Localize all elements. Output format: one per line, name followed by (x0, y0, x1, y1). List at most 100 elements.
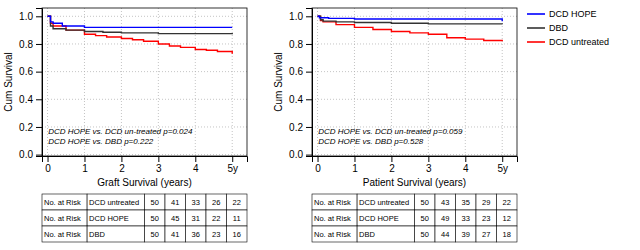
tick-label: 1 (82, 163, 88, 174)
annotation: DCD HOPE vs. DCD un-treated p=0.024DCD H… (48, 127, 193, 146)
table-text: No. at Risk (44, 198, 81, 207)
annotation-line: DCD HOPE vs. DCD un-treated p=0.059 (318, 127, 463, 136)
grid-line (42, 71, 247, 72)
tick-label: 0 (45, 163, 51, 174)
tick-label: 5y (497, 163, 508, 174)
table-text: 26 (212, 198, 220, 207)
x-tick: 3 (426, 156, 432, 174)
table-cell (415, 226, 436, 242)
table-text: 23 (482, 214, 490, 223)
table-text: DCD untreated (89, 198, 139, 207)
table-cell (476, 226, 497, 242)
tick-label: 0.0 (289, 149, 303, 160)
tick-label: 1 (352, 163, 358, 174)
x-tick: 5y (227, 156, 238, 174)
survival-curve (318, 16, 503, 21)
grid-line (42, 16, 247, 17)
table-text: No. at Risk (314, 198, 351, 207)
y-tick: 0.6 (289, 66, 312, 77)
table-cell (42, 226, 87, 242)
panel: 012345y0.00.20.40.60.81.0Graft Survival … (3, 8, 248, 188)
annotation-line: DCD HOPE vs. DBD p=0.528 (318, 137, 424, 146)
tick-mark (318, 156, 319, 162)
table-text: 44 (441, 230, 449, 239)
table-cell (312, 194, 357, 210)
annotation-line: DCD HOPE vs. DBD p=0.222 (48, 137, 154, 146)
legend-label: DCD HOPE (549, 9, 597, 19)
table-cell (456, 226, 477, 242)
table-text: 45 (171, 214, 179, 223)
table-cell (145, 226, 166, 242)
table-text: 18 (503, 230, 511, 239)
tick-mark (306, 44, 312, 45)
legend-swatch (527, 13, 545, 15)
table-cell (42, 210, 87, 226)
y-tick: 0.2 (19, 122, 42, 133)
tick-label: 1.0 (289, 11, 303, 22)
grid-line (465, 8, 466, 156)
table-cell (476, 194, 497, 210)
table-cell (456, 210, 477, 226)
table-cell (206, 210, 227, 226)
grid (42, 8, 247, 156)
y-axis: 0.00.20.40.60.81.0 (19, 9, 42, 161)
table-text: 50 (421, 198, 429, 207)
y-tick: 0.8 (19, 39, 42, 50)
table-cell (415, 194, 436, 210)
table-text: 41 (171, 198, 179, 207)
table-text: 31 (192, 214, 200, 223)
table-text: 50 (421, 230, 429, 239)
table-text: 50 (151, 198, 159, 207)
table-text: 27 (482, 230, 490, 239)
tick-mark (391, 156, 392, 162)
table-text: 43 (441, 198, 449, 207)
axis-domain (306, 9, 313, 157)
table-cell (87, 194, 144, 210)
table-text: 39 (462, 230, 470, 239)
tick-mark (195, 156, 196, 162)
survival-curve (48, 16, 233, 34)
x-tick: 4 (193, 156, 199, 174)
tick-mark (121, 156, 122, 162)
table-text: No. at Risk (314, 230, 351, 239)
legend-item: DCD untreated (527, 37, 609, 47)
tick-label: 5y (227, 163, 238, 174)
plot-frame (42, 8, 247, 156)
tick-label: 4 (193, 163, 199, 174)
tick-mark (36, 16, 42, 17)
y-axis-title: Cum Survival (273, 52, 284, 111)
y-tick: 1.0 (289, 11, 312, 22)
tick-mark (306, 155, 312, 156)
y-axis-title: Cum Survival (3, 52, 14, 111)
table-text: 22 (212, 214, 220, 223)
table-cell (357, 194, 414, 210)
table-cell (145, 194, 166, 210)
table-cell (497, 226, 518, 242)
table-cell (206, 226, 227, 242)
tick-label: 3 (156, 163, 162, 174)
table-cell (227, 210, 248, 226)
y-tick: 0.0 (19, 149, 42, 160)
tick-label: 0.2 (19, 122, 33, 133)
table-cell (227, 226, 248, 242)
survival-curve (48, 16, 233, 27)
table-cell (42, 194, 87, 210)
table-cell (497, 210, 518, 226)
tick-label: 0.0 (19, 149, 33, 160)
tick-mark (158, 156, 159, 162)
axis-domain (36, 9, 43, 157)
legend-label: DCD untreated (549, 37, 609, 47)
table-text: 33 (462, 214, 470, 223)
tick-mark (36, 72, 42, 73)
tick-mark (465, 156, 466, 162)
table-cell (312, 210, 357, 226)
table-text: 11 (233, 214, 241, 223)
tick-mark (36, 44, 42, 45)
table-text: 35 (462, 198, 470, 207)
tick-mark (232, 156, 233, 162)
tick-label: 0.6 (289, 66, 303, 77)
grid-line (42, 99, 247, 100)
table-cell (357, 226, 414, 242)
table-text: 12 (503, 214, 511, 223)
table-cell (186, 194, 207, 210)
